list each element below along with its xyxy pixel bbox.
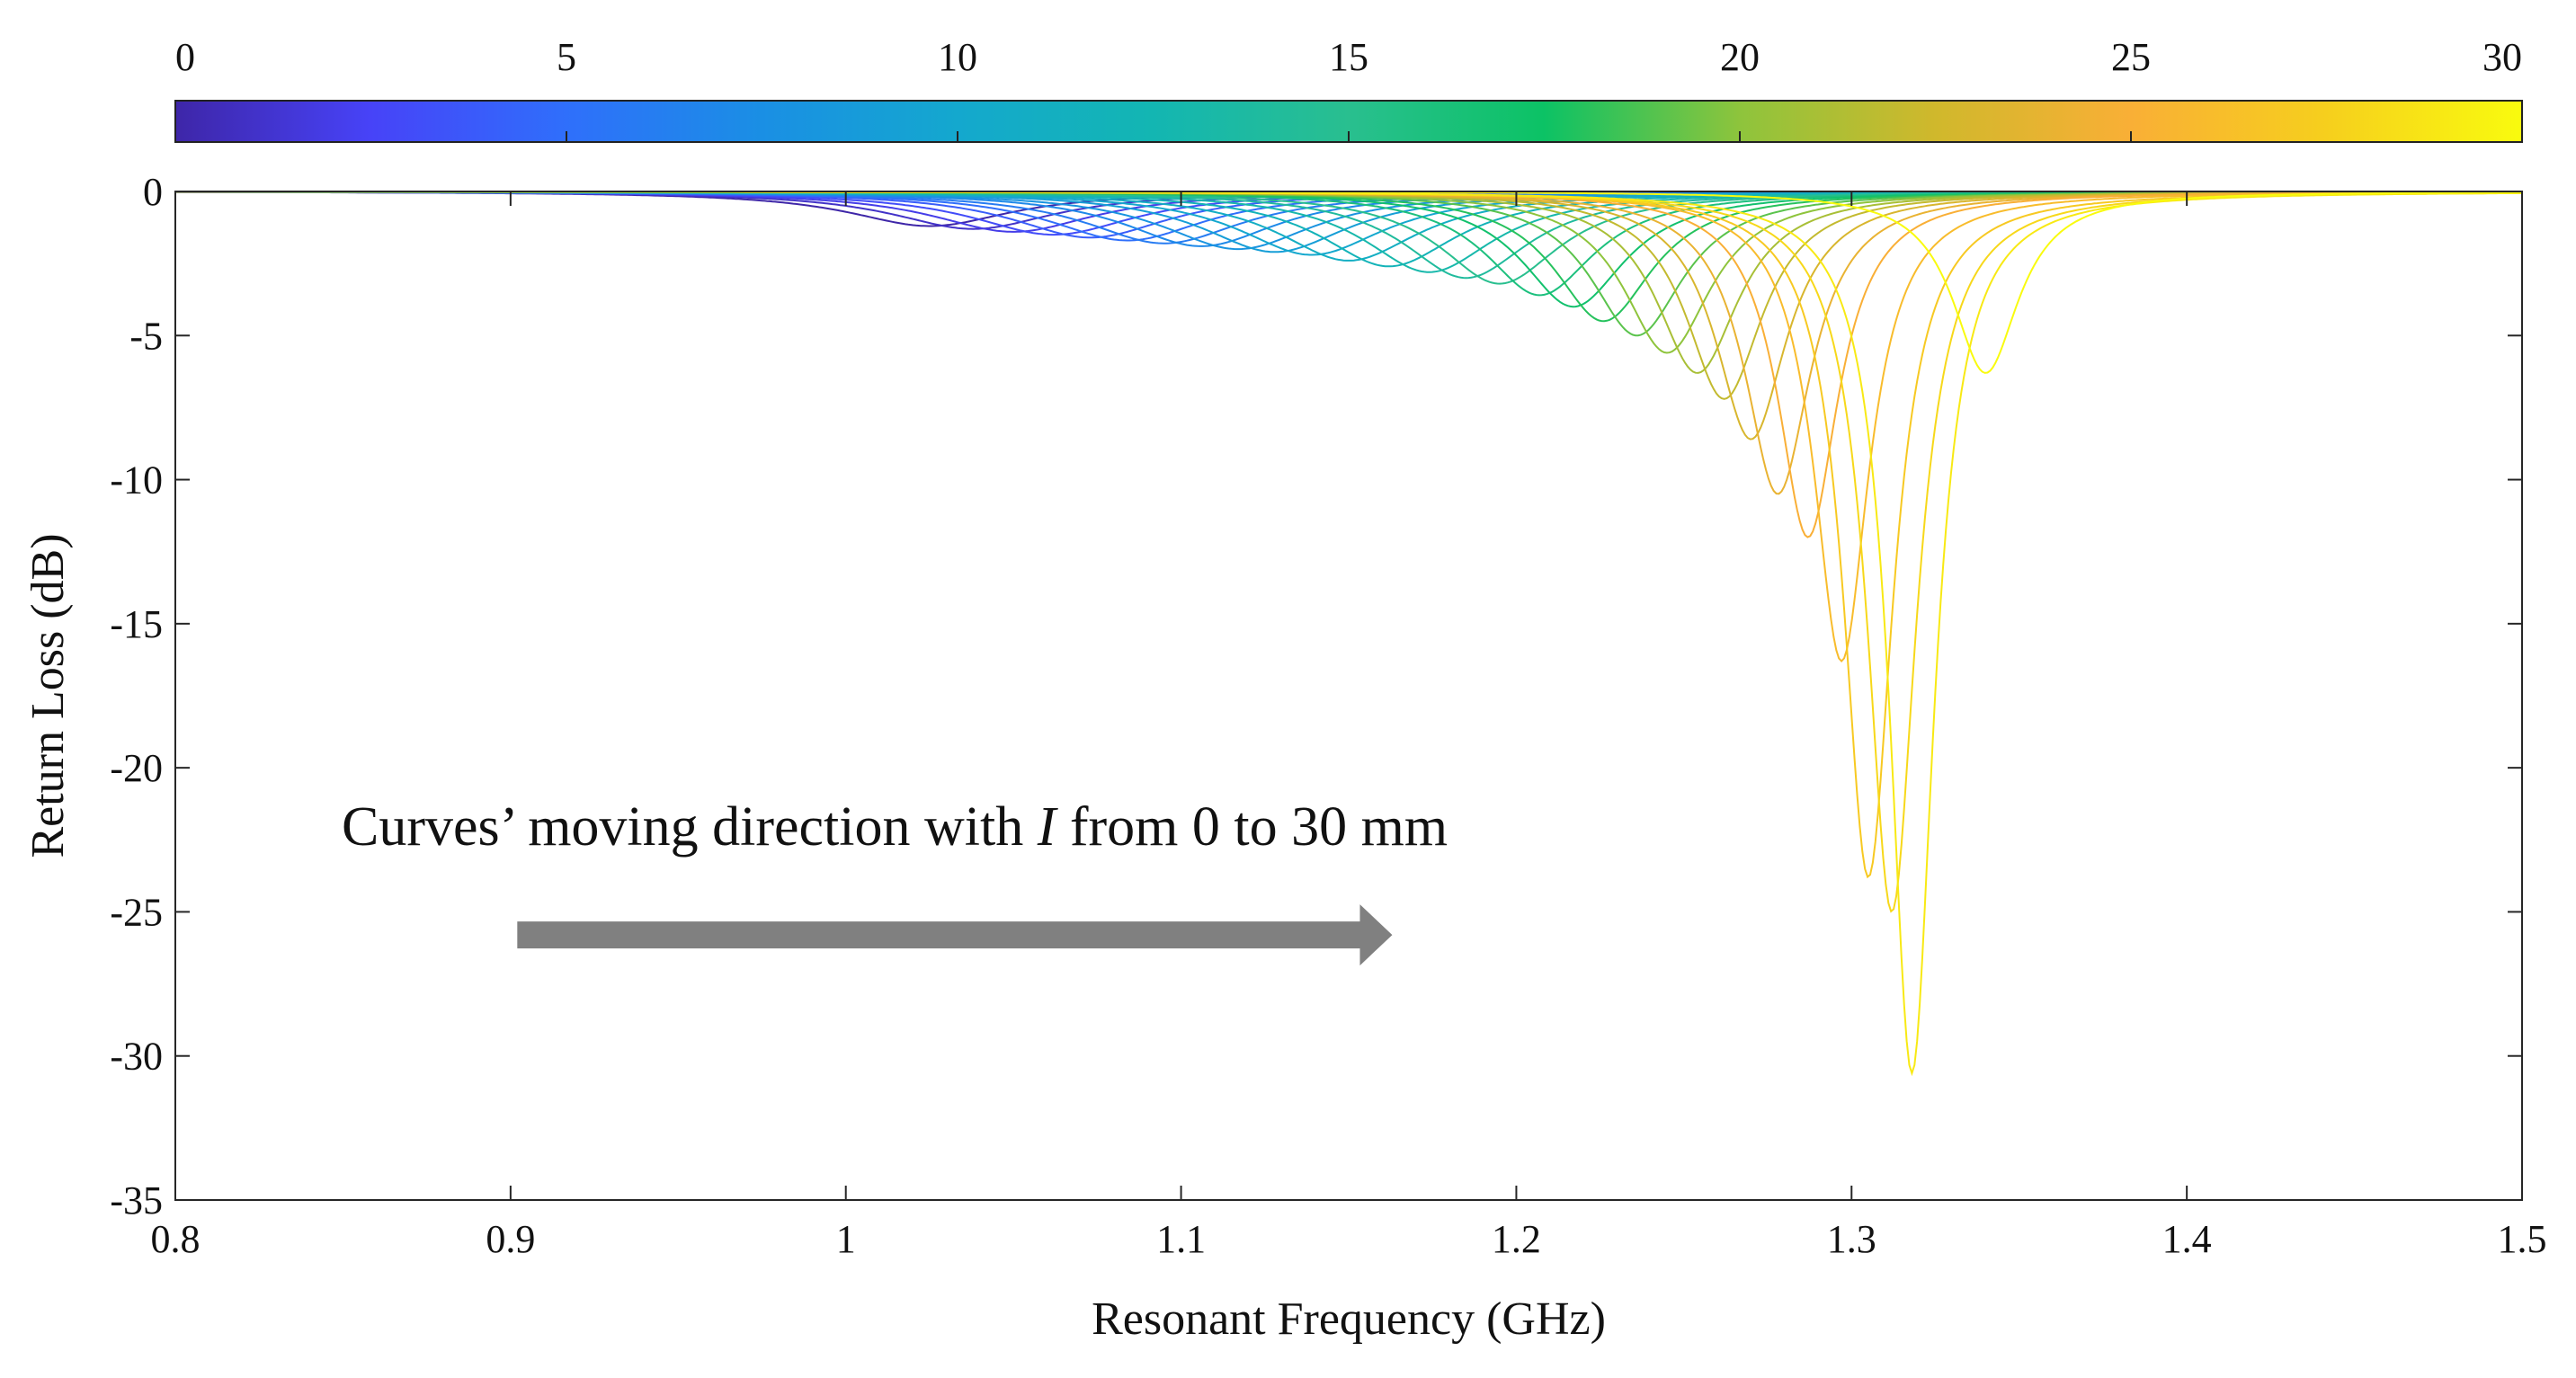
colorbar-tick-label: 20 (1720, 35, 1760, 79)
curve-14mm (175, 191, 2522, 280)
curve-15mm (175, 191, 2522, 285)
x-tick-label: 1.4 (2162, 1217, 2212, 1261)
axes-box (174, 191, 2523, 1201)
curve-25mm (175, 191, 2522, 538)
annotation-prefix: Curves’ moving direction with (342, 796, 1038, 858)
curve-19mm (175, 191, 2522, 337)
x-tick-label: 1.1 (1156, 1217, 1206, 1261)
y-tick-label: -30 (110, 1035, 163, 1079)
colorbar-tick-label: 25 (2111, 35, 2151, 79)
curve-26mm (175, 191, 2522, 662)
x-axis-title: Resonant Frequency (GHz) (1092, 1294, 1606, 1345)
annotation: Curves’ moving direction with I from 0 t… (342, 796, 1448, 966)
curve-18mm (175, 191, 2522, 323)
colorbar-tick-label: 15 (1329, 35, 1368, 79)
y-tick-label: -10 (110, 458, 163, 502)
colorbar-ticks: 0 5 10 15 20 25 30 (174, 35, 2523, 142)
y-tick-label: -15 (110, 602, 163, 646)
y-tick-label: -20 (110, 746, 163, 790)
curve-22mm (175, 191, 2522, 400)
x-ticks: 0.8 0.9 1 1.1 1.2 1.3 1.4 1.5 (151, 191, 2547, 1261)
x-tick-label: 1.2 (1492, 1217, 1541, 1261)
x-tick-label: 0.9 (486, 1217, 535, 1261)
annotation-text: Curves’ moving direction with I from 0 t… (342, 796, 1448, 858)
curve-21mm (175, 191, 2522, 374)
x-tick-label: 1.5 (2498, 1217, 2547, 1261)
curve-24mm (175, 191, 2522, 495)
x-tick-label: 0.8 (151, 1217, 201, 1261)
colorbar-tick-label: 5 (557, 35, 576, 79)
y-tick-label: -5 (129, 314, 163, 358)
colorbar: 0 5 10 15 20 25 30 (174, 35, 2523, 143)
y-tick-label: -25 (110, 890, 163, 934)
plot-area: 0.8 0.9 1 1.1 1.2 1.3 1.4 1.5 0 -5 -10 -15 -20 -25 -3… (110, 170, 2546, 1261)
x-tick-label: 1 (836, 1217, 856, 1261)
curve-27mm (175, 191, 2522, 879)
y-tick-label: -35 (110, 1178, 163, 1222)
y-tick-label: 0 (143, 170, 163, 214)
x-tick-label: 1.3 (1827, 1217, 1876, 1261)
curve-30mm (175, 191, 2522, 374)
colorbar-tick-label: 30 (2482, 35, 2522, 79)
direction-arrow (517, 904, 1393, 966)
y-ticks: 0 -5 -10 -15 -20 -25 -30 -35 (110, 170, 2522, 1222)
y-axis-title: Return Loss (dB) (22, 533, 74, 858)
colorbar-tick-label: 0 (175, 35, 195, 79)
colorbar-tick-label: 10 (938, 35, 977, 79)
annotation-variable: I (1037, 796, 1059, 858)
annotation-suffix: from 0 to 30 mm (1056, 796, 1448, 858)
